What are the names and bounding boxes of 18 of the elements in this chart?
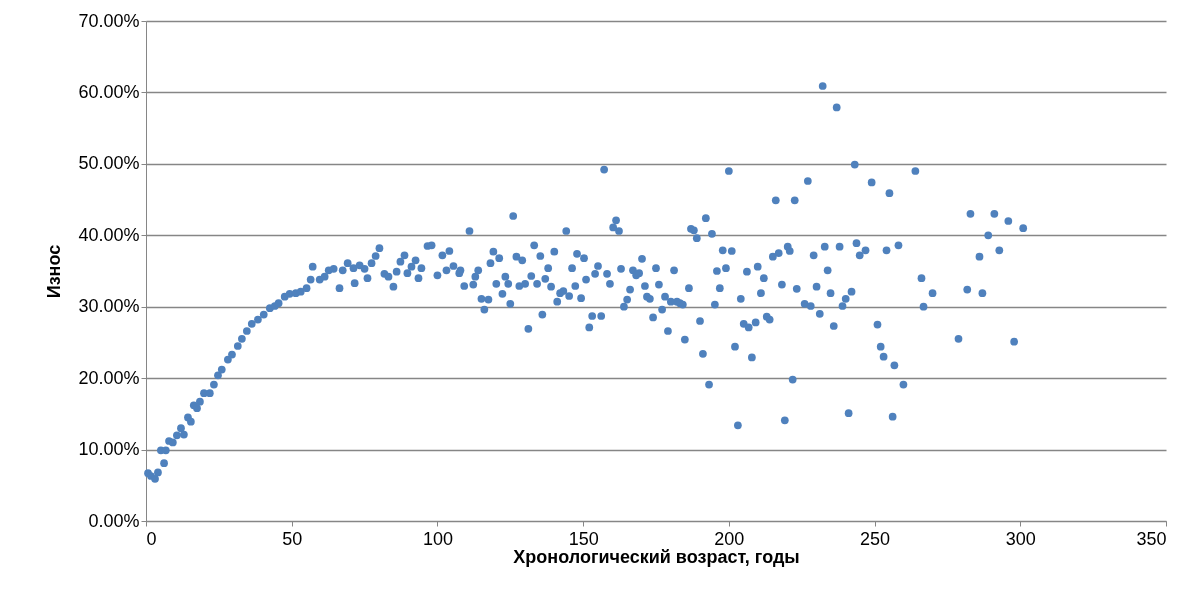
x-tick-label: 200	[714, 528, 745, 549]
y-tick-label: 40.00%	[78, 224, 140, 245]
y-tick-label: 70.00%	[78, 10, 140, 31]
x-tick-label: 150	[568, 528, 599, 549]
x-tick-label: 0	[146, 528, 157, 549]
y-tick-label: 60.00%	[78, 81, 140, 102]
x-tick-label: 300	[1005, 528, 1036, 549]
x-tick-label: 250	[860, 528, 891, 549]
x-tick-label: 350	[1136, 528, 1167, 549]
y-tick-label: 10.00%	[78, 439, 140, 460]
y-tick-label: 20.00%	[78, 367, 140, 388]
y-axis-title: Износ	[44, 244, 65, 299]
x-tick-label: 100	[422, 528, 453, 549]
y-tick-label: 0.00%	[88, 510, 140, 531]
x-axis-title: Хронологический возраст, годы	[513, 546, 800, 567]
y-tick-label: 50.00%	[78, 153, 140, 174]
y-tick-label: 30.00%	[78, 296, 140, 317]
x-tick-label: 50	[282, 528, 303, 549]
